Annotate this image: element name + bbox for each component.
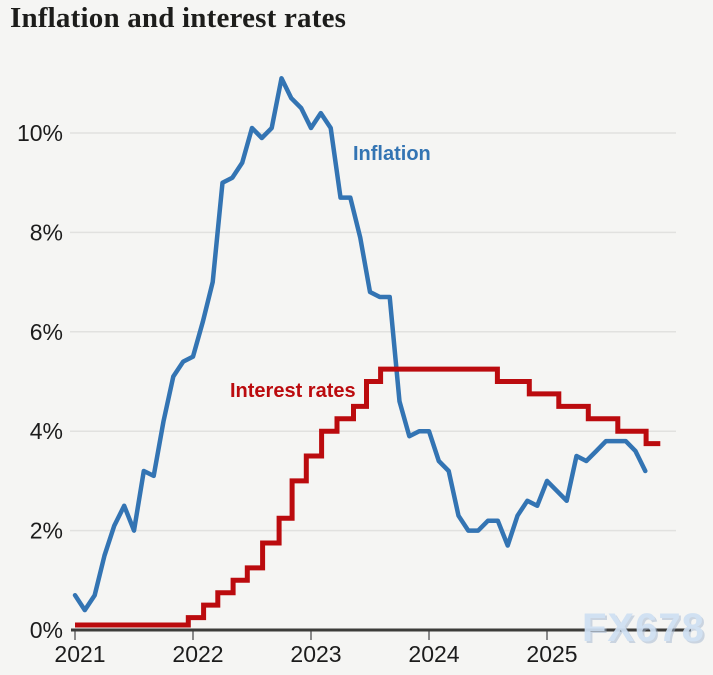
tick-labels-group: 0% 2% 4% 6% 8% 10% 2021 2022 2023 2024 2025 xyxy=(17,120,578,667)
axis-group xyxy=(71,628,691,640)
series-group xyxy=(72,76,661,628)
x-axis-tick-label: 2021 xyxy=(54,641,105,667)
y-axis-tick-label: 10% xyxy=(17,120,63,146)
interest-rates-series-label: Interest rates xyxy=(230,380,356,402)
interest-rates-line xyxy=(75,366,661,628)
inflation-series-label: Inflation xyxy=(353,143,431,165)
x-axis-tick-label: 2022 xyxy=(172,641,223,667)
y-axis-tick-label: 2% xyxy=(30,518,63,544)
y-axis-tick-label: 8% xyxy=(30,219,63,245)
y-axis-tick-label: 4% xyxy=(30,418,63,444)
inflation-line xyxy=(72,76,648,613)
x-axis-tick-label: 2025 xyxy=(526,641,577,667)
watermark: FX678 xyxy=(582,606,705,650)
x-axis-tick-label: 2024 xyxy=(408,641,459,667)
gridlines-group xyxy=(70,132,676,532)
y-axis-tick-label: 0% xyxy=(30,617,63,643)
x-axis-tick-label: 2023 xyxy=(290,641,341,667)
y-axis-tick-label: 6% xyxy=(30,319,63,345)
chart-title: Inflation and interest rates xyxy=(10,2,347,34)
